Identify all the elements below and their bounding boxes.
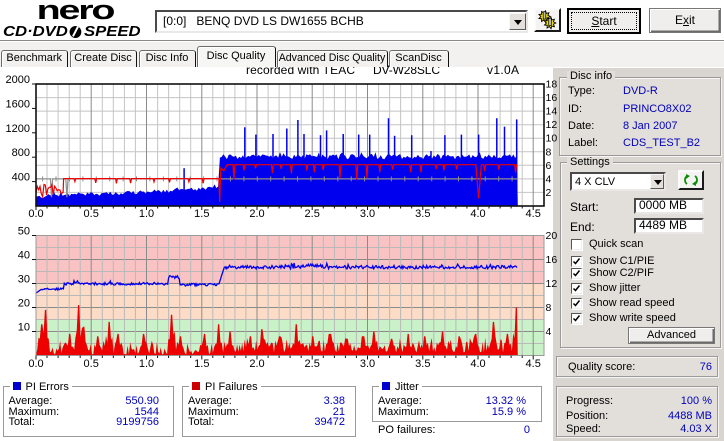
svg-text:2.0: 2.0	[249, 358, 264, 370]
svg-text:v1.0A: v1.0A	[487, 63, 519, 77]
svg-text:1.5: 1.5	[194, 358, 209, 370]
svg-text:0.5: 0.5	[84, 358, 99, 370]
svg-text:800: 800	[12, 147, 30, 159]
svg-text:1200: 1200	[6, 123, 30, 135]
svg-text:4.0: 4.0	[470, 358, 485, 370]
svg-text:4.5: 4.5	[526, 208, 541, 220]
svg-text:1.5: 1.5	[194, 208, 209, 220]
svg-text:4.0: 4.0	[470, 208, 485, 220]
svg-text:1.0: 1.0	[139, 358, 154, 370]
svg-text:16: 16	[546, 254, 558, 266]
svg-text:1.0: 1.0	[139, 208, 154, 220]
svg-text:2.5: 2.5	[305, 358, 320, 370]
svg-text:20: 20	[546, 230, 558, 242]
svg-text:3.5: 3.5	[415, 208, 430, 220]
svg-text:12: 12	[546, 119, 558, 131]
svg-text:0.5: 0.5	[84, 208, 99, 220]
svg-text:18: 18	[546, 79, 558, 91]
svg-text:12: 12	[546, 278, 558, 290]
svg-text:4.5: 4.5	[526, 358, 541, 370]
svg-text:16: 16	[546, 92, 558, 104]
svg-text:50: 50	[18, 226, 30, 238]
svg-text:14: 14	[546, 106, 558, 118]
svg-text:4: 4	[546, 173, 552, 185]
svg-text:10: 10	[546, 133, 558, 145]
svg-text:2.0: 2.0	[249, 208, 264, 220]
svg-text:2: 2	[546, 187, 552, 199]
svg-text:30: 30	[18, 274, 30, 286]
svg-text:10: 10	[18, 322, 30, 334]
svg-text:8: 8	[546, 302, 552, 314]
svg-text:3.5: 3.5	[415, 358, 430, 370]
svg-text:20: 20	[18, 298, 30, 310]
svg-text:40: 40	[18, 250, 30, 262]
svg-text:6: 6	[546, 160, 552, 172]
svg-text:3.0: 3.0	[360, 208, 375, 220]
svg-text:0.0: 0.0	[28, 358, 43, 370]
svg-text:0.0: 0.0	[28, 208, 43, 220]
svg-text:2000: 2000	[6, 74, 30, 86]
svg-text:3.0: 3.0	[360, 358, 375, 370]
svg-text:1600: 1600	[6, 98, 30, 110]
svg-text:4: 4	[546, 326, 552, 338]
svg-text:400: 400	[12, 172, 30, 184]
svg-text:8: 8	[546, 146, 552, 158]
svg-text:2.5: 2.5	[305, 208, 320, 220]
